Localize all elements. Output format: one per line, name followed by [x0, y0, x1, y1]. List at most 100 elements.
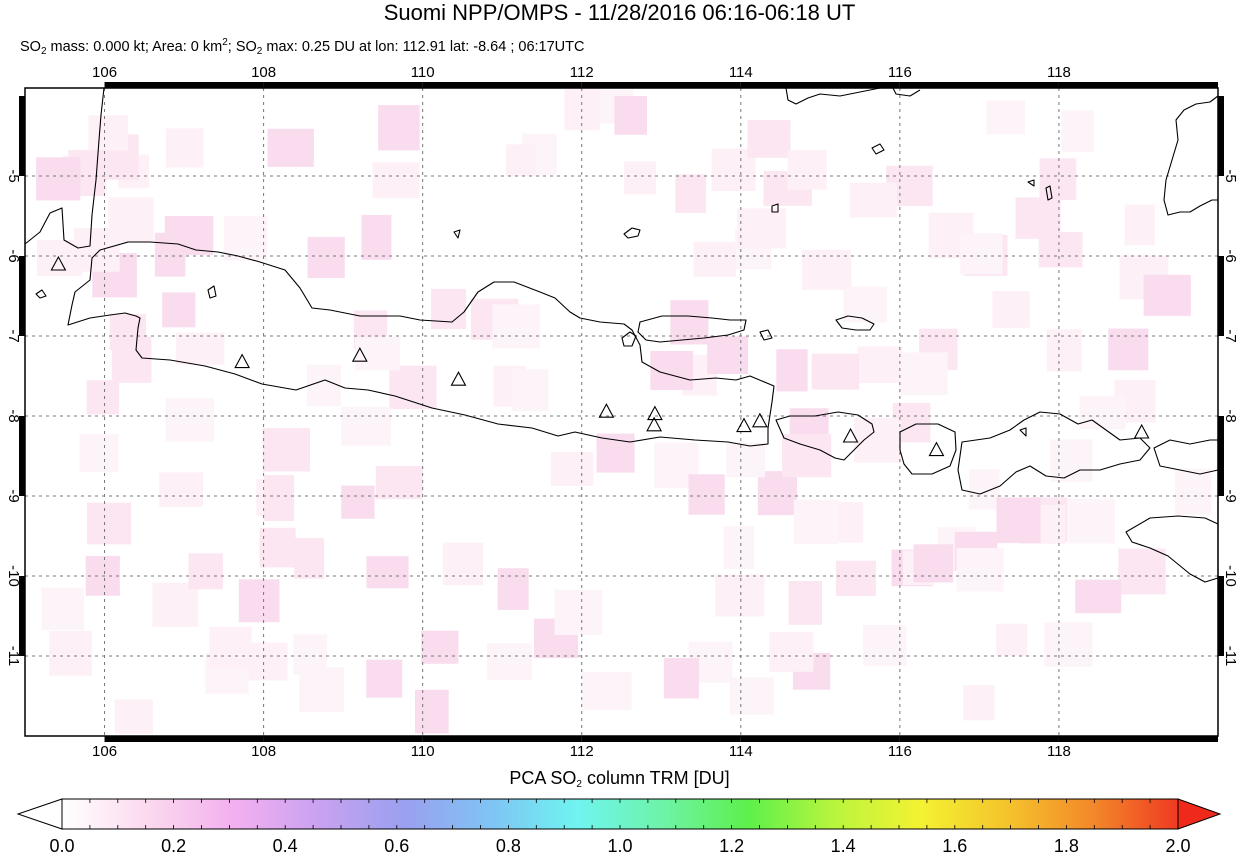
so2-pixel	[863, 625, 907, 666]
volcano-marker	[646, 416, 663, 432]
so2-pixel	[1039, 158, 1077, 200]
lon-tick-label: 114	[729, 743, 753, 760]
so2-pixel	[1068, 498, 1115, 544]
lon-tick-label: 112	[570, 743, 594, 760]
so2-pixel	[1075, 579, 1122, 614]
colorbar-tick-label: 0.2	[161, 836, 186, 855]
so2-pixel	[511, 369, 549, 412]
lat-tick-label: -8	[5, 409, 22, 422]
volcano-marker	[751, 412, 768, 428]
lat-tick-label: -11	[5, 646, 22, 667]
coastline-sumba	[1125, 515, 1219, 583]
colorbar-tick-label: 1.0	[607, 836, 632, 855]
lat-tick-label: -6	[5, 249, 22, 262]
colorbar-title-sub: 2	[576, 779, 582, 790]
lon-tick-label: 118	[1047, 743, 1071, 760]
coastline-islet	[453, 229, 461, 239]
volcano-marker	[842, 427, 859, 443]
axis-bar-lat	[19, 96, 25, 176]
so2-pixel	[159, 472, 204, 507]
colorbar-title-suffix: column TRM [DU]	[581, 768, 730, 788]
volcano-marker	[736, 417, 752, 433]
so2-pixel	[1050, 439, 1093, 482]
so2-pixel	[624, 161, 656, 195]
so2-pixel	[175, 332, 225, 365]
so2-pixel	[49, 630, 92, 676]
axis-bar-lat	[19, 416, 25, 496]
so2-pixel	[899, 352, 948, 396]
so2-pixel	[1044, 622, 1093, 667]
axis-bar-lon	[1058, 82, 1218, 88]
so2-pixel	[1175, 468, 1212, 515]
so2-pixel	[963, 685, 995, 721]
lon-tick-label: 110	[411, 64, 435, 81]
lon-tick-label: 116	[888, 743, 912, 760]
colorbar: 0.0 0.2 0.4 0.6 0.8 1.0 1.2 1.4 1.6 1.8 2.0	[16, 798, 1222, 855]
so2-pixel	[109, 314, 146, 351]
so2-pixel	[259, 527, 296, 568]
colorbar-tick-label: 0.0	[49, 836, 74, 855]
so2-pixel	[152, 582, 199, 627]
colorbar-tick-label: 2.0	[1165, 836, 1190, 855]
so2-pixel	[757, 471, 797, 516]
so2-pixel	[723, 526, 755, 569]
so2-pixel	[223, 216, 268, 261]
so2-pixel	[956, 547, 1004, 592]
colorbar-title-prefix: PCA SO	[509, 768, 577, 788]
so2-pixel	[968, 469, 1000, 510]
lat-tick-label: -7	[5, 329, 22, 342]
so2-pixel	[913, 544, 954, 583]
axis-bar-lat	[19, 576, 25, 656]
coastline-islet	[759, 329, 773, 341]
so2-pixel	[209, 626, 252, 669]
lon-tick-label: 118	[1047, 64, 1071, 81]
lat-tick-label: -10	[1222, 565, 1239, 587]
volcano-markers	[50, 255, 1150, 457]
so2-pixel	[421, 630, 459, 664]
colorbar-tick-labels: 0.0 0.2 0.4 0.6 0.8 1.0 1.2 1.4 1.6 1.8 2.0	[49, 836, 1190, 855]
lat-tick-label: -8	[1222, 409, 1239, 422]
axis-bar-lon	[263, 736, 423, 742]
so2-pixel	[389, 365, 437, 410]
axis-bar-lon	[740, 82, 900, 88]
volcano-marker	[928, 441, 945, 457]
axis-bar-lon	[422, 736, 582, 742]
volcano-marker	[450, 371, 467, 386]
axis-bar-lon	[422, 82, 582, 88]
lat-tick-label: -6	[1222, 249, 1239, 262]
volcano-marker	[598, 403, 615, 418]
volcano-marker	[1133, 423, 1150, 439]
so2-pixel	[366, 659, 403, 698]
so2-pixel	[238, 579, 280, 623]
so2-pixel	[996, 623, 1028, 656]
lat-tick-label: -5	[5, 169, 22, 182]
lat-tick-label: -9	[5, 489, 22, 502]
so2-pixel	[497, 568, 529, 610]
so2-pixel	[108, 197, 154, 243]
so2-pixel	[1061, 110, 1094, 153]
so2-pixel	[849, 182, 897, 218]
so2-pixel	[986, 100, 1025, 135]
so2-max-sub: 2	[256, 46, 263, 57]
so2-pixel	[550, 452, 594, 486]
colorbar-ticks	[61, 799, 1179, 829]
coastline-islet	[35, 289, 47, 299]
so2-summary: SO2 mass: 0.000 kt; Area: 0 km2; SO2 max…	[20, 34, 584, 61]
so2-pixel	[688, 474, 725, 515]
coastline-islet	[771, 203, 779, 213]
so2-pixel	[162, 292, 196, 328]
so2-pixel	[670, 300, 709, 345]
lon-tick-label: 108	[251, 64, 276, 81]
so2-map: 106 106 108 108 110 110 112 112 114 114 116 116 118 1…	[5, 64, 1239, 760]
map-title: Suomi NPP/OMPS - 11/28/2016 06:16-06:18 …	[383, 0, 856, 25]
colorbar-tick-label: 0.4	[273, 836, 298, 855]
so2-pixel	[1118, 548, 1166, 595]
coastline-lombok	[899, 423, 957, 475]
so2-pixel	[1015, 197, 1061, 239]
volcano-marker	[351, 347, 368, 362]
so2-pixel	[86, 380, 120, 415]
so2-pixel	[715, 574, 765, 617]
coastline-sulawesi	[1163, 95, 1219, 216]
so2-pixel	[88, 115, 128, 151]
axis-bar-lat	[1218, 576, 1224, 656]
